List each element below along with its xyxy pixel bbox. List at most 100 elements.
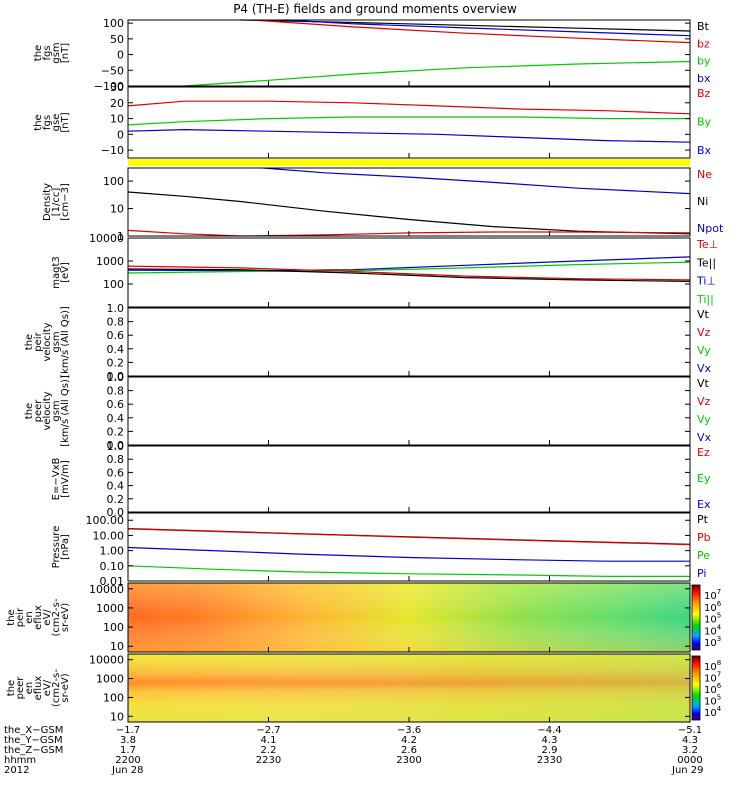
colorbar-tick-exponent: 6 — [717, 600, 722, 608]
series-line-pb — [127, 528, 691, 546]
series-line-pi — [127, 546, 690, 562]
legend-label: Pb — [697, 531, 711, 544]
ytick-label: 0.4 — [107, 412, 125, 425]
series-line-npot — [262, 167, 691, 195]
footer-cell: 2300 — [396, 755, 421, 766]
ylabel-line: the — [6, 609, 17, 625]
ytick-label: 30 — [110, 81, 124, 94]
series-line-ti — [127, 256, 691, 272]
ytick-label: 0.6 — [107, 398, 125, 411]
legend-label: Te|| — [696, 256, 716, 269]
footer-row-label: the_Y−GSM — [4, 735, 63, 746]
ytick-label: 100 — [103, 691, 124, 704]
colorbar-tick-label: 104 — [704, 705, 722, 719]
colorbar-tick-exponent: 5 — [717, 694, 721, 702]
ylabel-line: gse — [51, 114, 62, 132]
panels-layer: 100500−50−100thefgsgsm[nT]Btbzbybx302010… — [6, 17, 724, 723]
ytick-label: 0.8 — [107, 385, 125, 398]
ytick-label: 100 — [103, 175, 124, 188]
panel-pressure: 100.00 10.00 1.00 0.10 0.01 Pressure[nPa] Pt Pb… — [51, 512, 711, 588]
ylabel-line: Density — [42, 183, 53, 221]
ylabel-efield: E=−VxB[mV/m] — [51, 458, 71, 501]
ytick-label: 1 — [117, 230, 124, 243]
series-line-ne — [127, 229, 691, 237]
panel-frame — [127, 86, 691, 159]
ytick-label: 1.0 — [107, 440, 125, 453]
ytick-label: 100 — [103, 278, 124, 291]
footer-cell: 4.3 — [542, 735, 558, 746]
heatmap-shade-peir-eflux — [128, 583, 690, 652]
legend-label: Vx — [697, 362, 712, 375]
ylabel-line: en — [24, 682, 35, 695]
heatmap-shade-peer-eflux — [128, 654, 690, 722]
ylabel-line: fgs — [42, 45, 53, 60]
legend-label: Pt — [697, 513, 709, 526]
legend-label: Vy — [697, 344, 711, 357]
legend-label: Pe — [697, 549, 710, 562]
ytick-label: 0.2 — [107, 425, 125, 438]
colorbar-tick-exponent: 3 — [717, 635, 721, 643]
series-line-bx — [127, 128, 691, 143]
colorbar-tick-exponent: 7 — [717, 588, 721, 596]
legend-label: Ez — [697, 446, 710, 459]
ytick-label: 1000 — [96, 673, 124, 686]
ylabel-fgs-gsm-top: thefgsgsm[nT] — [33, 42, 71, 63]
colorbar-tick-label: 103 — [704, 635, 721, 649]
ylabel-line: [1/cc] — [51, 188, 62, 217]
ytick-label: 100 — [103, 621, 124, 634]
legend-label: Vy — [697, 413, 711, 426]
footer-cell: 3.2 — [682, 745, 698, 756]
data-gap-bar — [128, 159, 690, 166]
footer-cell: 2330 — [537, 755, 562, 766]
ylabel-line: gsm — [51, 400, 62, 421]
ylabel-line: eV/ — [42, 679, 53, 696]
ytick-label: 1.0 — [107, 302, 125, 315]
footer-cell: 0000 — [677, 755, 702, 766]
ytick-label: 0.2 — [107, 356, 125, 369]
ylabel-line: velocity — [42, 391, 53, 430]
colorbar-peir-eflux — [691, 584, 701, 651]
panel-velocity-peer: 1.00.80.60.40.20.0thepeervelocitygsm[km/… — [24, 371, 712, 452]
ylabel-temperature: magt3[eV] — [51, 256, 71, 289]
ytick-label: 10 — [110, 203, 124, 216]
ytick-label: 0.4 — [107, 343, 125, 356]
ylabel-line: [km/s (All Qs)] — [60, 375, 71, 447]
ylabel-line: gsm — [51, 42, 62, 63]
ylabel-line: eV/ — [42, 609, 53, 626]
panel-frame — [127, 237, 691, 308]
panel-frame — [127, 167, 691, 237]
series-line-bx — [285, 19, 691, 37]
ylabel-line: [eV] — [60, 262, 71, 283]
footer-cell: 1.7 — [120, 745, 136, 756]
colorbar-tick-exponent: 4 — [717, 623, 722, 631]
legend-label: Te⊥ — [696, 238, 718, 251]
footer-cell: 2.9 — [542, 745, 558, 756]
legend-label: Bt — [697, 20, 710, 33]
footer-cell: Jun 29 — [671, 765, 704, 776]
ytick-label: 0.0 — [107, 506, 125, 519]
ylabel-pressure: Pressure[nPa] — [51, 526, 71, 569]
footer-cell: 4.3 — [682, 735, 698, 746]
ylabel-line: (cm2-s- — [51, 598, 62, 636]
ylabel-line: the — [33, 45, 44, 61]
ylabel-line: [km/s (All Qs)] — [60, 306, 71, 378]
ytick-label: 10 — [110, 640, 124, 653]
ytick-label: 10 — [110, 710, 124, 723]
series-line-by — [184, 60, 691, 87]
ylabel-velocity-peer: thepeervelocitygsm[km/s (All Qs)] — [24, 375, 71, 447]
ytick-label: 0.4 — [107, 480, 125, 493]
ylabel-line: fgs — [42, 115, 53, 130]
ylabel-line: the — [6, 680, 17, 696]
ylabel-line: eflux — [33, 605, 44, 630]
ephemeris-footer: the_X−GSMthe_Y−GSMthe_Z−GSMhhmm2012−1.73… — [4, 725, 704, 776]
series-line-bz — [127, 100, 691, 115]
colorbar-peer-eflux — [691, 655, 701, 721]
ylabel-line: velocity — [42, 322, 53, 361]
ylabel-line: peer — [15, 676, 26, 700]
ytick-label: 20 — [110, 97, 124, 110]
ytick-label: 10000 — [89, 654, 124, 667]
ylabel-velocity-peir: thepeirvelocitygsm[km/s (All Qs)] — [24, 306, 71, 378]
legend-label: Vz — [697, 326, 711, 339]
